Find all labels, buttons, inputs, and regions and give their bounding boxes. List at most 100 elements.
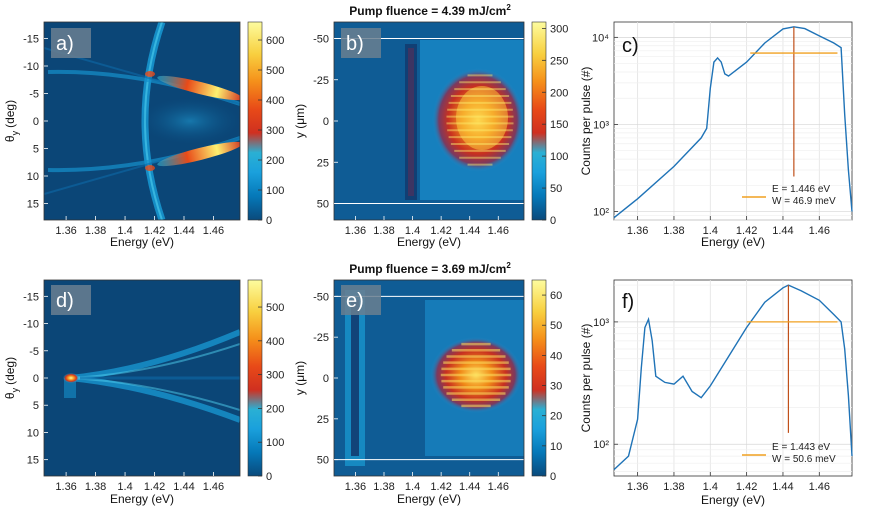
panel-e-y-tick-label: 50 bbox=[317, 455, 329, 467]
panel-e-title-text: Pump fluence = 3.69 mJ/cm bbox=[349, 262, 506, 276]
panel-d-y-label: θy (deg) bbox=[3, 357, 20, 399]
panel-b-colorbar-tick-label: 50 bbox=[550, 183, 562, 195]
panel-e-label: e) bbox=[346, 290, 364, 312]
panel-a-y-label-theta: θ bbox=[3, 135, 17, 142]
panel-b-label: b) bbox=[346, 33, 364, 55]
panel-b-heatmap bbox=[405, 40, 524, 200]
panel-e-colorbar-tick-label: 50 bbox=[550, 320, 562, 332]
panel-d-y-label-sub: y bbox=[10, 387, 20, 392]
panel-b-y-tick-label: 50 bbox=[317, 199, 329, 211]
panel-b-x-tick-label: 1.42 bbox=[430, 225, 451, 237]
panel-b-title-sup: 2 bbox=[506, 3, 511, 12]
panel-f-x-ticks: 1.36 1.38 1.4 1.42 1.44 1.46 bbox=[627, 472, 830, 493]
panel-e-colorbar-tick-label: 40 bbox=[550, 350, 562, 362]
panel-a-y-tick-label: -10 bbox=[23, 61, 39, 73]
panel-d-x-ticks: 1.36 1.38 1.4 1.42 1.44 1.46 bbox=[55, 472, 224, 493]
panel-b-x-ticks: 1.36 1.38 1.4 1.42 1.44 1.46 bbox=[345, 216, 509, 237]
panel-a-label-box bbox=[51, 28, 91, 58]
panel-d-colorbar-tick-label: 100 bbox=[266, 437, 284, 449]
panel-e-y-ticks: -50 -25 0 25 50 bbox=[313, 291, 338, 467]
panel-c-y-tick-label: 10⁴ bbox=[592, 32, 609, 44]
panel-e-x-ticks: 1.36 1.38 1.4 1.42 1.44 1.46 bbox=[345, 472, 509, 493]
panel-f-legend-w: W = 50.6 meV bbox=[772, 454, 836, 465]
panel-b-y-tick-label: 0 bbox=[323, 116, 329, 128]
panel-b-label-box bbox=[341, 28, 381, 58]
panel-a-x-label: Energy (eV) bbox=[110, 235, 174, 249]
panel-c: c) 1.36 1.38 1.4 1.42 1.44 1.46 10² 10³ 10⁴ E =… bbox=[579, 21, 853, 249]
panel-b-colorbar-tick-label: 250 bbox=[550, 55, 568, 67]
panel-e-title-sup: 2 bbox=[506, 261, 511, 270]
panel-a-y-tick-label: 0 bbox=[33, 116, 39, 128]
panel-c-y-tick-label: 10² bbox=[593, 207, 609, 219]
panel-e-y-label: y (μm) bbox=[293, 361, 307, 395]
panel-e-colorbar-tick-label: 0 bbox=[550, 471, 556, 483]
panel-f: f) 1.36 1.38 1.4 1.42 1.44 1.46 10² 10³ E = 1.… bbox=[579, 279, 853, 507]
panel-b-x-tick-label: 1.38 bbox=[373, 225, 394, 237]
panel-c-x-tick-label: 1.46 bbox=[809, 225, 830, 237]
panel-f-y-label: Counts per pulse (#) bbox=[579, 324, 593, 433]
panel-a-colorbar-tick-label: 400 bbox=[266, 95, 284, 107]
panel-f-x-label: Energy (eV) bbox=[701, 493, 765, 507]
panel-d-y-tick-label: 10 bbox=[27, 427, 39, 439]
panel-d-y-tick-label: -10 bbox=[23, 319, 39, 331]
panel-b-colorbar-tick-label: 100 bbox=[550, 151, 568, 163]
panel-e-y-tick-label: 25 bbox=[317, 414, 329, 426]
panel-b-colorbar-tick-label: 300 bbox=[550, 23, 568, 35]
panel-e-title: Pump fluence = 3.69 mJ/cm2 bbox=[349, 261, 511, 276]
panel-c-x-tick-label: 1.4 bbox=[703, 225, 718, 237]
panel-d-y-tick-label: 5 bbox=[33, 400, 39, 412]
panel-f-series-line bbox=[613, 284, 853, 471]
panel-f-markers bbox=[746, 285, 838, 433]
panel-e-x-tick-label: 1.46 bbox=[488, 481, 509, 493]
panel-d-heatmap bbox=[63, 329, 240, 423]
panel-e-y-tick-label: -25 bbox=[313, 332, 329, 344]
panel-a: a) 1.36 1.38 1.4 1.42 1.44 1.46 -15 -10 -5 0 5 10 1… bbox=[3, 21, 284, 249]
panel-a-y-ticks: -15 -10 -5 0 5 10 15 bbox=[23, 34, 48, 211]
panel-d-y-tick-label: 15 bbox=[27, 455, 39, 467]
panel-d-x-label: Energy (eV) bbox=[110, 492, 174, 506]
panel-f-x-tick-label: 1.38 bbox=[663, 481, 684, 493]
panel-a-x-tick-label: 1.44 bbox=[173, 225, 194, 237]
panel-c-x-label: Energy (eV) bbox=[701, 235, 765, 249]
panel-f-label: f) bbox=[622, 291, 634, 313]
panel-b-y-tick-label: -50 bbox=[313, 34, 329, 46]
panel-b-y-tick-label: -25 bbox=[313, 75, 329, 87]
panel-d-x-tick-label: 1.38 bbox=[85, 481, 106, 493]
panel-d-x-tick-label: 1.42 bbox=[144, 481, 165, 493]
panel-a-colorbar-tick-label: 200 bbox=[266, 155, 284, 167]
panel-c-y-label: Counts per pulse (#) bbox=[579, 67, 593, 176]
panel-c-series-line bbox=[613, 26, 853, 219]
panel-f-legend-e: E = 1.443 eV bbox=[772, 442, 830, 453]
panel-e-x-tick-label: 1.4 bbox=[405, 481, 420, 493]
panel-d-colorbar-tick-label: 300 bbox=[266, 370, 284, 382]
panel-c-y-tick-label: 10³ bbox=[593, 119, 609, 131]
panel-b-colorbar-tick-label: 150 bbox=[550, 119, 568, 131]
panel-a-colorbar-tick-label: 500 bbox=[266, 65, 284, 77]
panel-d-label-box bbox=[51, 285, 91, 315]
panel-f-x-tick-label: 1.46 bbox=[809, 481, 830, 493]
panel-e-x-tick-label: 1.42 bbox=[430, 481, 451, 493]
panel-e-x-tick-label: 1.44 bbox=[459, 481, 480, 493]
panel-c-x-tick-label: 1.36 bbox=[627, 225, 648, 237]
panel-e-x-tick-label: 1.38 bbox=[373, 481, 394, 493]
panel-d-x-tick-label: 1.4 bbox=[117, 481, 132, 493]
panel-b-x-label: Energy (eV) bbox=[397, 235, 461, 249]
panel-c-frame bbox=[613, 21, 853, 221]
panel-a-x-tick-label: 1.38 bbox=[85, 225, 106, 237]
panel-c-label: c) bbox=[622, 35, 639, 57]
panel-d-y-label-theta: θ bbox=[3, 392, 17, 399]
panel-d-label: d) bbox=[56, 290, 74, 312]
panel-d-y-label-unit: (deg) bbox=[3, 357, 17, 385]
panel-d-y-tick-label: -15 bbox=[23, 291, 39, 303]
panel-d-x-tick-label: 1.46 bbox=[203, 481, 224, 493]
panel-b-x-tick-label: 1.36 bbox=[345, 225, 366, 237]
panel-c-x-tick-label: 1.44 bbox=[772, 225, 793, 237]
panel-a-colorbar bbox=[247, 21, 263, 221]
panel-f-y-tick-label: 10³ bbox=[593, 317, 609, 329]
panel-d-y-tick-label: 0 bbox=[33, 373, 39, 385]
panel-f-y-ticks: 10² 10³ bbox=[593, 317, 618, 451]
panel-a-colorbar-tick-label: 0 bbox=[266, 215, 272, 227]
panel-e-colorbar bbox=[531, 279, 547, 477]
panel-a-x-ticks: 1.36 1.38 1.4 1.42 1.44 1.46 bbox=[55, 216, 224, 237]
panel-e-colorbar-tick-label: 30 bbox=[550, 381, 562, 393]
